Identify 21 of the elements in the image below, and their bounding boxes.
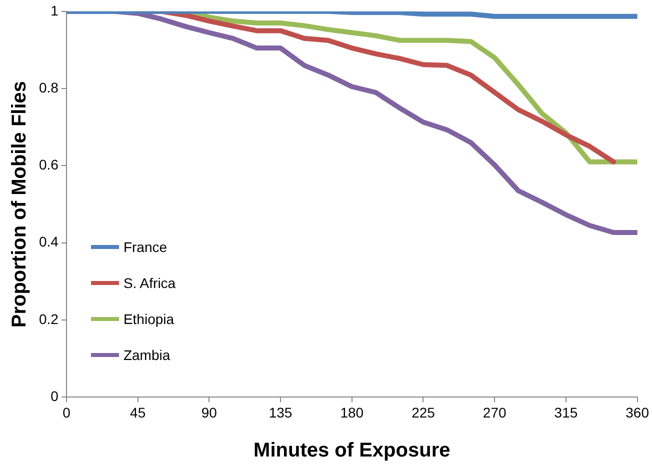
y-tick-label: 0 — [50, 388, 59, 404]
x-axis-title: Minutes of Exposure — [254, 440, 450, 462]
x-tick-label: 315 — [554, 404, 578, 420]
legend-label: Ethiopia — [123, 311, 174, 328]
y-tick-label: 0.8 — [38, 79, 59, 96]
y-tick-label: 0.6 — [38, 156, 59, 173]
y-tick-label: 0.4 — [38, 234, 59, 250]
legend-label: S. Africa — [123, 275, 176, 292]
legend-label: Zambia — [123, 347, 170, 364]
x-tick-label: 0 — [62, 404, 71, 420]
x-tick-label: 270 — [482, 404, 506, 420]
y-axis-title: Proportion of Mobile Flies — [8, 80, 31, 328]
x-tick-label: 225 — [412, 404, 436, 420]
y-tick-label: 0.2 — [38, 310, 59, 327]
x-tick-label: 135 — [268, 404, 292, 420]
x-tick-label: 180 — [340, 404, 364, 420]
y-tick-label: 1 — [50, 2, 59, 18]
legend-label: France — [123, 239, 168, 256]
x-tick-label: 45 — [130, 404, 146, 420]
x-tick-label: 360 — [626, 404, 650, 420]
x-tick-label: 90 — [201, 404, 218, 420]
